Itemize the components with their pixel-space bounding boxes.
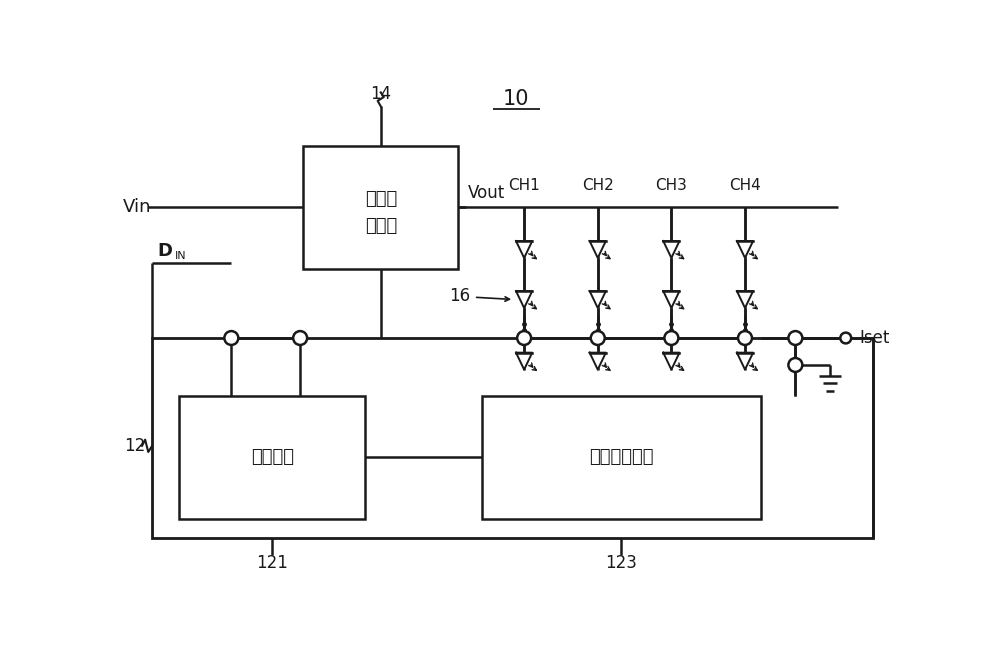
Text: 12: 12 — [124, 437, 145, 455]
Text: Vout: Vout — [468, 184, 505, 202]
Polygon shape — [516, 353, 532, 369]
Circle shape — [293, 331, 307, 345]
Polygon shape — [737, 353, 753, 369]
Polygon shape — [516, 291, 532, 308]
Text: 10: 10 — [503, 89, 530, 110]
Bar — [179, 396, 365, 519]
Polygon shape — [590, 353, 606, 369]
Text: 换电路: 换电路 — [365, 217, 397, 235]
Bar — [152, 338, 873, 538]
Circle shape — [738, 331, 752, 345]
Text: Iset: Iset — [860, 329, 890, 347]
Circle shape — [788, 331, 802, 345]
Circle shape — [664, 331, 678, 345]
Text: Vin: Vin — [122, 198, 151, 216]
Text: 121: 121 — [256, 554, 288, 572]
Text: D: D — [158, 242, 173, 260]
Text: CH1: CH1 — [508, 178, 540, 193]
Circle shape — [591, 331, 605, 345]
Text: 电流抄取电路: 电流抄取电路 — [589, 448, 653, 467]
Polygon shape — [663, 353, 679, 369]
Text: 控制电路: 控制电路 — [251, 448, 294, 467]
Text: CH2: CH2 — [582, 178, 614, 193]
Circle shape — [517, 331, 531, 345]
Circle shape — [840, 332, 851, 343]
Polygon shape — [663, 241, 679, 258]
Circle shape — [224, 331, 238, 345]
Text: IN: IN — [175, 251, 187, 260]
Text: 14: 14 — [370, 85, 391, 103]
Polygon shape — [590, 241, 606, 258]
Text: 16: 16 — [449, 286, 470, 305]
Bar — [482, 396, 761, 519]
Polygon shape — [516, 241, 532, 258]
Text: 123: 123 — [605, 554, 637, 572]
Text: 电源转: 电源转 — [365, 191, 397, 209]
Text: CH4: CH4 — [729, 178, 761, 193]
Circle shape — [788, 358, 802, 372]
Polygon shape — [737, 291, 753, 308]
Text: CH3: CH3 — [655, 178, 687, 193]
Polygon shape — [590, 291, 606, 308]
Polygon shape — [663, 291, 679, 308]
Polygon shape — [737, 241, 753, 258]
Bar — [303, 146, 458, 269]
